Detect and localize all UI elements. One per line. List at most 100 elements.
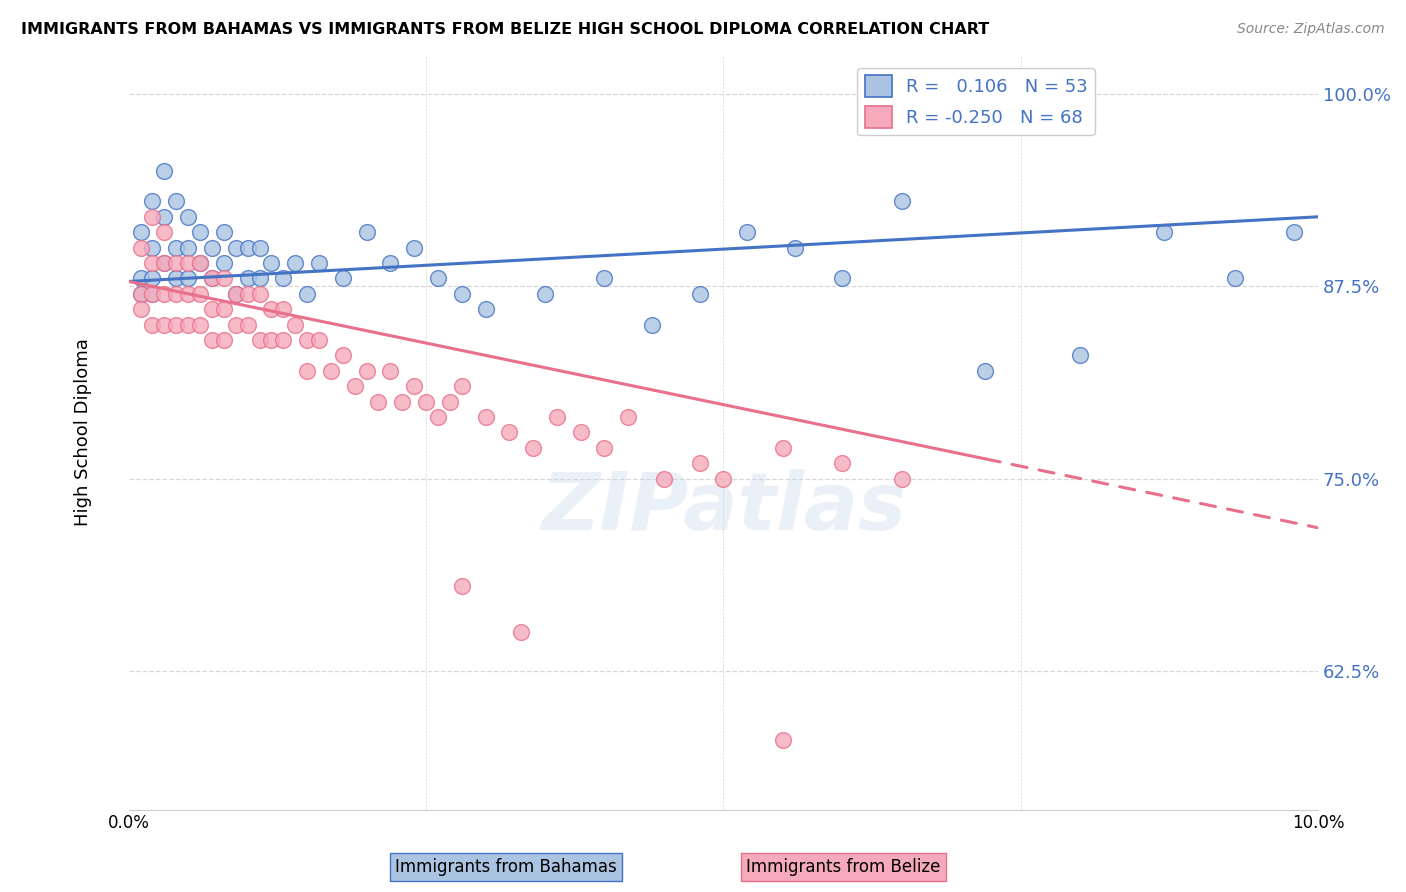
Point (129, 302, 152, 317)
Point (474, 302, 496, 317)
Point (295, 333, 318, 347)
Text: Immigrants from Belize: Immigrants from Belize (747, 858, 941, 876)
Point (141, 318, 163, 332)
Point (260, 256, 283, 270)
Point (249, 286, 271, 301)
Point (426, 271, 449, 285)
Point (735, 225, 758, 239)
Text: Source: ZipAtlas.com: Source: ZipAtlas.com (1237, 22, 1385, 37)
Point (165, 194, 187, 209)
Point (890, 194, 912, 209)
Point (522, 441, 544, 455)
Point (129, 271, 152, 285)
Point (772, 733, 794, 747)
Point (236, 318, 259, 332)
Point (450, 579, 472, 593)
Point (201, 271, 224, 285)
Point (212, 302, 235, 317)
Point (201, 333, 224, 347)
Point (415, 394, 437, 409)
Point (236, 271, 259, 285)
Point (652, 471, 675, 485)
Point (153, 210, 176, 224)
Point (974, 364, 997, 378)
Point (141, 210, 163, 224)
Point (177, 318, 200, 332)
Point (271, 271, 294, 285)
Text: IMMIGRANTS FROM BAHAMAS VS IMMIGRANTS FROM BELIZE HIGH SCHOOL DIPLOMA CORRELATIO: IMMIGRANTS FROM BAHAMAS VS IMMIGRANTS FR… (21, 22, 990, 37)
Point (153, 163, 176, 178)
Point (188, 286, 211, 301)
Point (141, 241, 163, 255)
Point (153, 256, 176, 270)
Point (141, 271, 163, 285)
Point (141, 256, 163, 270)
Point (356, 225, 378, 239)
Point (1153, 225, 1175, 239)
Point (831, 271, 853, 285)
Point (212, 256, 235, 270)
Point (404, 379, 426, 393)
Point (343, 379, 366, 393)
Point (284, 256, 307, 270)
Point (188, 318, 211, 332)
Point (225, 286, 247, 301)
Point (450, 286, 472, 301)
Point (439, 394, 461, 409)
Point (713, 471, 735, 485)
Point (141, 286, 163, 301)
Text: Immigrants from Bahamas: Immigrants from Bahamas (395, 858, 617, 876)
Point (391, 394, 413, 409)
Point (201, 271, 224, 285)
Point (201, 302, 224, 317)
Point (271, 302, 294, 317)
Point (783, 241, 806, 255)
Point (225, 318, 247, 332)
Point (534, 286, 557, 301)
Point (177, 286, 200, 301)
Point (450, 379, 472, 393)
Point (177, 241, 200, 255)
Point (772, 441, 794, 455)
Point (1284, 225, 1306, 239)
Point (641, 318, 664, 332)
Point (332, 271, 354, 285)
Point (201, 241, 224, 255)
Point (617, 409, 640, 424)
Point (129, 241, 152, 255)
Point (165, 286, 187, 301)
Point (165, 271, 187, 285)
Point (593, 271, 616, 285)
Point (295, 364, 318, 378)
Point (236, 241, 259, 255)
Point (831, 456, 853, 470)
Point (129, 225, 152, 239)
Point (153, 286, 176, 301)
Point (295, 286, 318, 301)
Point (546, 409, 568, 424)
Point (249, 271, 271, 285)
Point (212, 271, 235, 285)
Point (236, 286, 259, 301)
Point (177, 271, 200, 285)
Point (129, 286, 152, 301)
Point (426, 409, 449, 424)
Point (225, 286, 247, 301)
Point (1223, 271, 1246, 285)
Point (474, 409, 496, 424)
Point (249, 241, 271, 255)
Point (380, 256, 402, 270)
Point (689, 286, 711, 301)
Point (177, 210, 200, 224)
Point (188, 256, 211, 270)
Point (141, 194, 163, 209)
Point (319, 364, 342, 378)
Point (165, 241, 187, 255)
Point (177, 256, 200, 270)
Point (271, 333, 294, 347)
Point (188, 225, 211, 239)
Point (308, 333, 330, 347)
Point (141, 286, 163, 301)
Point (260, 333, 283, 347)
Point (308, 256, 330, 270)
